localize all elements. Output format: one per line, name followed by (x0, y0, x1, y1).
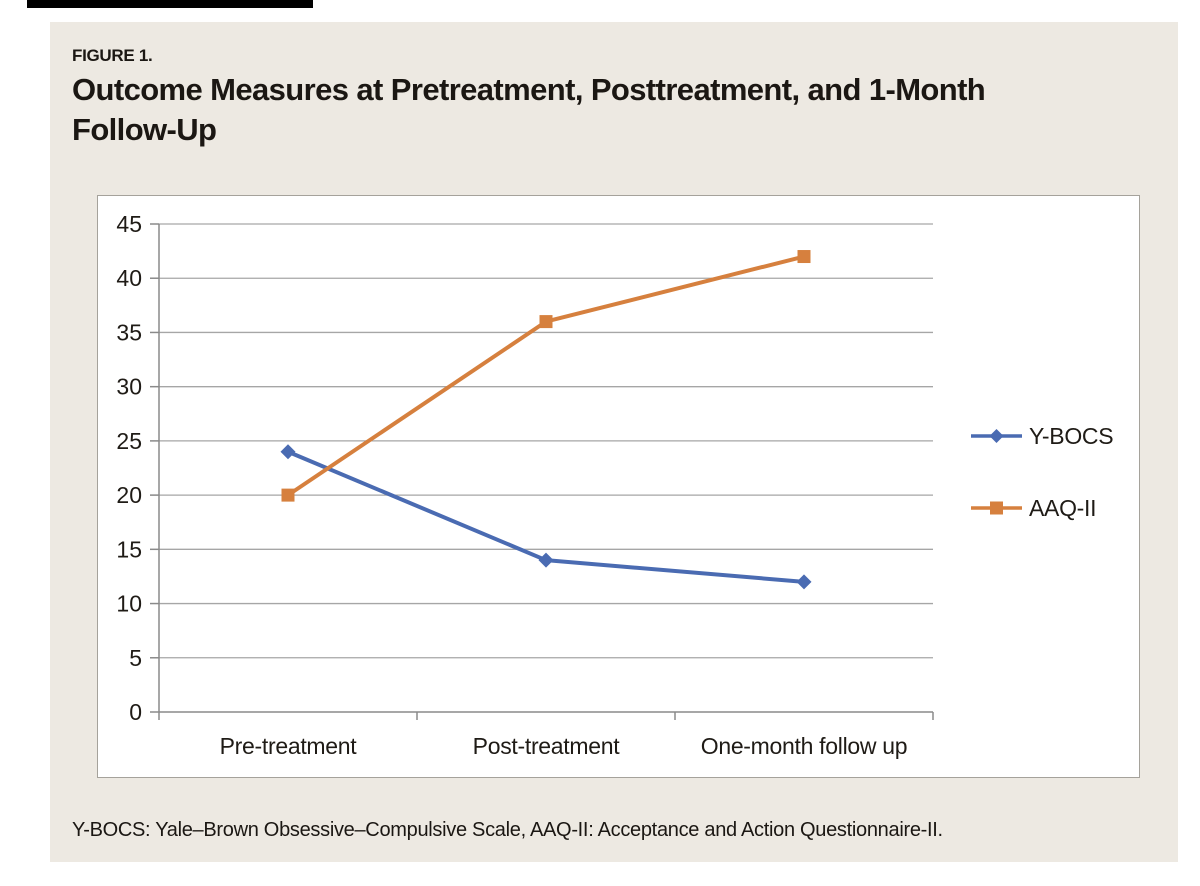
y-tick-label: 35 (116, 319, 142, 345)
data-point-marker (539, 315, 553, 329)
top-rule (27, 0, 313, 8)
data-point-marker (796, 574, 812, 590)
legend-label: AAQ-II (1029, 495, 1096, 521)
data-point-marker (281, 488, 295, 502)
figure-footnote: Y-BOCS: Yale–Brown Obsessive–Compulsive … (72, 819, 943, 841)
legend-item: AAQ-II (971, 495, 1097, 521)
figure-panel: FIGURE 1. Outcome Measures at Pretreatme… (50, 22, 1178, 862)
x-axis-label: One-month follow up (701, 733, 908, 759)
y-tick-label: 5 (129, 645, 142, 671)
y-tick-label: 30 (116, 374, 142, 400)
data-point-marker (280, 444, 296, 460)
x-axis-label: Pre-treatment (220, 733, 358, 759)
chart-panel: 0 5 10 15 20 25 30 35 40 45 Pre-treatment Post-trea… (97, 195, 1140, 778)
legend-marker (990, 501, 1003, 515)
y-tick-label: 40 (116, 265, 142, 291)
legend-marker (989, 429, 1004, 443)
y-tick-label: 15 (116, 536, 142, 562)
legend-label: Y-BOCS (1029, 423, 1113, 449)
line-chart: 0 5 10 15 20 25 30 35 40 45 Pre-treatment Post-trea… (116, 211, 1114, 759)
series-line-aaq-ii (286, 254, 806, 498)
y-tick-label: 25 (116, 428, 142, 454)
y-tick-label: 45 (116, 211, 142, 237)
y-tick-label: 10 (116, 591, 142, 617)
figure-title: Outcome Measures at Pretreatment, Posttr… (72, 72, 986, 148)
x-axis-label: Post-treatment (473, 733, 621, 759)
data-point-marker (797, 250, 811, 264)
legend-item: Y-BOCS (971, 423, 1114, 449)
y-tick-label: 20 (116, 482, 142, 508)
figure-label: FIGURE 1. (72, 46, 153, 65)
y-tick-label: 0 (129, 699, 142, 725)
data-point-marker (538, 552, 554, 568)
